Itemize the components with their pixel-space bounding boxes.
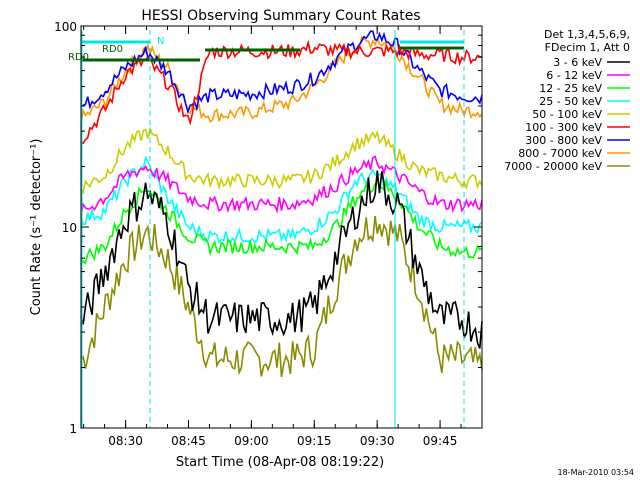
annotation-rd0: RD0 <box>102 44 123 55</box>
legend-entry-label: 25 - 50 keV <box>539 95 602 108</box>
y-axis: 100 10 1 <box>54 20 482 436</box>
legend-entry-label: 800 - 7000 keV <box>518 147 602 160</box>
series-line-9 <box>80 215 483 378</box>
chart-title: HESSI Observing Summary Count Rates <box>141 8 420 24</box>
x-axis-label: Start Time (08-Apr-08 08:19:22) <box>176 455 384 470</box>
y-tick-label: 1 <box>69 422 77 436</box>
series-line-3 <box>80 178 483 265</box>
x-tick-label: 09:30 <box>360 434 395 448</box>
legend-entry-label: 12 - 25 keV <box>539 82 602 95</box>
series-line-1 <box>80 170 483 349</box>
y-tick-label: 10 <box>62 221 77 235</box>
legend-entry-label: 300 - 800 keV <box>525 134 602 147</box>
y-tick-label: 100 <box>54 20 77 34</box>
series-line-5 <box>80 126 483 195</box>
legend-entry-label: 7000 - 20000 keV <box>504 160 602 173</box>
x-axis: 08:30 08:45 09:00 09:15 09:30 09:45 <box>83 26 483 448</box>
legend-entry-label: 100 - 300 keV <box>525 121 602 134</box>
x-tick-label: 08:30 <box>108 434 143 448</box>
annotation-rd0: RD0 <box>68 52 89 63</box>
series-line-4 <box>80 155 483 245</box>
legend-entry-label: 3 - 6 keV <box>553 56 602 69</box>
series-line-2 <box>80 155 483 216</box>
x-tick-label: 08:45 <box>171 434 206 448</box>
legend-header-line: Det 1,3,4,5,6,9, <box>544 28 630 41</box>
generation-timestamp: 18-Mar-2010 03:54 <box>558 468 635 477</box>
plot-area: RD0 RD0 N <box>68 30 483 428</box>
legend-header-line: FDecim 1, Att 0 <box>545 41 630 54</box>
x-tick-label: 09:15 <box>297 434 332 448</box>
annotation-n: N <box>157 36 164 47</box>
legend-entry-label: 50 - 100 keV <box>532 108 602 121</box>
y-axis-label: Count Rate (s⁻¹ detector⁻¹) <box>29 139 44 316</box>
legend-entry-label: 6 - 12 keV <box>546 69 602 82</box>
x-tick-label: 09:00 <box>234 434 269 448</box>
legend: Det 1,3,4,5,6,9,FDecim 1, Att 0 3 - 6 keV… <box>504 28 630 173</box>
series-line-8 <box>80 35 483 124</box>
x-tick-label: 09:45 <box>423 434 458 448</box>
series-line-6 <box>80 39 483 145</box>
